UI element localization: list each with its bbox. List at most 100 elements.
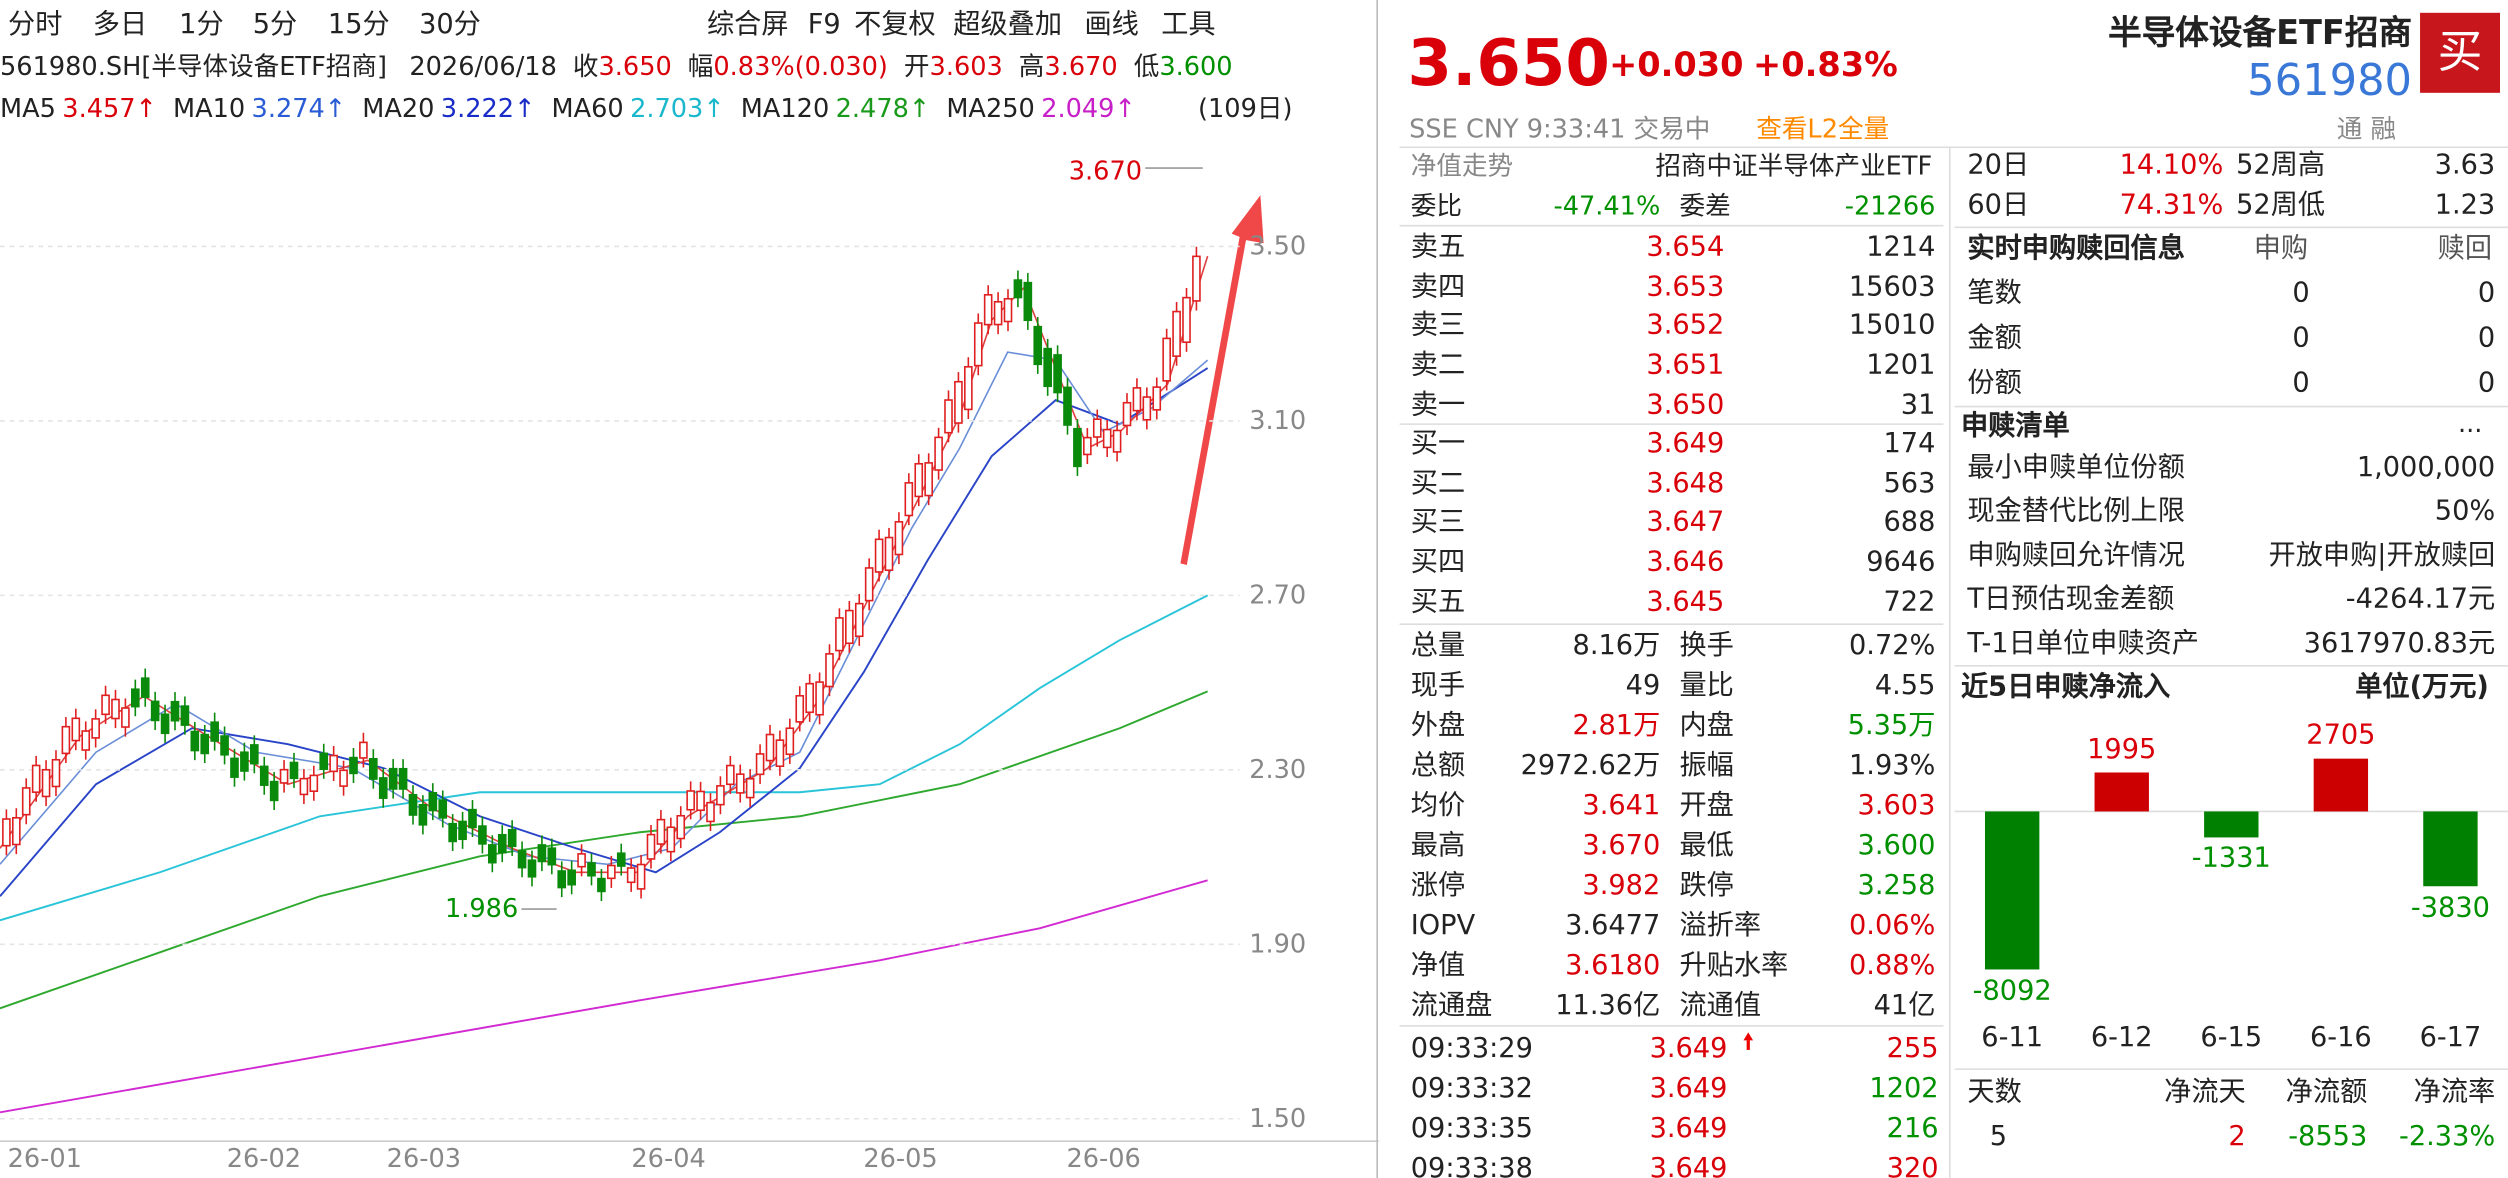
candle-body: [21, 787, 31, 816]
candle-body: [557, 870, 567, 889]
candle-body: [775, 739, 785, 768]
nav-link[interactable]: 净值走势: [1410, 150, 1514, 181]
candle-body: [488, 844, 497, 864]
stat-value: 3.641: [1582, 789, 1661, 822]
value: 14.10%: [2119, 149, 2224, 182]
flow-value-label: -1331: [2191, 843, 2271, 876]
up-arrow-stem: [1746, 1040, 1750, 1050]
range-label[interactable]: (109日): [1198, 92, 1293, 124]
level-price: 3.651: [1646, 349, 1725, 382]
stat-value: 3.600: [1857, 829, 1936, 862]
tool-button[interactable]: 画线: [1084, 8, 1139, 41]
unit-label: 单位(万元): [2355, 671, 2489, 704]
more-button[interactable]: ...: [2458, 408, 2483, 439]
cell: 5: [1989, 1121, 2008, 1154]
level-price: 3.646: [1646, 546, 1725, 579]
candle-body: [755, 753, 765, 776]
ma-name: MA250: [946, 92, 1035, 124]
tool-button[interactable]: 工具: [1161, 8, 1216, 41]
candle-body: [1132, 387, 1142, 412]
stat-label: 升贴水率: [1679, 949, 1789, 982]
candle-body: [884, 536, 894, 571]
flow-bar: [2313, 758, 2369, 812]
stat-label: 流通盘: [1410, 989, 1493, 1022]
buy-button[interactable]: 买: [2437, 25, 2483, 79]
label: 52周低: [2236, 189, 2326, 222]
stat-label: 流通值: [1679, 989, 1762, 1022]
candle-body: [111, 698, 120, 720]
candle-body: [944, 399, 953, 434]
tool-button[interactable]: 超级叠加: [953, 8, 1063, 41]
l2-link[interactable]: 查看L2全量: [1756, 113, 1890, 145]
period-tab[interactable]: 30分: [419, 8, 481, 41]
stat-label: 现手: [1410, 669, 1466, 702]
period-tab[interactable]: 5分: [252, 8, 298, 41]
value: 0: [2477, 277, 2496, 310]
candle-body: [259, 765, 269, 786]
level-label: 卖一: [1410, 389, 1466, 422]
candle-body: [240, 751, 249, 772]
value: -4264.17元: [2345, 583, 2496, 616]
value: 74.31%: [2119, 189, 2224, 222]
candle-body: [914, 462, 924, 498]
candle-body: [547, 847, 557, 866]
value: -47.41%: [1553, 190, 1661, 221]
tick-price: 3.649: [1649, 1073, 1728, 1106]
period-tab[interactable]: 多日: [92, 8, 148, 41]
level-price: 3.654: [1646, 231, 1725, 264]
candle-body: [874, 538, 884, 573]
flow-bar: [2423, 811, 2478, 887]
ma-name: MA5: [0, 92, 56, 124]
candle-body: [339, 769, 348, 787]
flow-value-label: -8092: [1972, 975, 2052, 1008]
tick-time: 09:33:38: [1410, 1153, 1533, 1178]
candle-body: [170, 700, 180, 722]
level-volume: 1214: [1866, 231, 1936, 264]
kline-chart: [0, 0, 1379, 1178]
tool-button[interactable]: 综合屏: [706, 8, 789, 41]
candle-body: [91, 718, 100, 739]
period-tab[interactable]: 15分: [327, 8, 390, 41]
tick-price: 3.649: [1649, 1153, 1728, 1178]
candle-body: [160, 713, 170, 735]
stat-label: 总量: [1410, 629, 1466, 662]
quote-label: 开: [903, 51, 930, 82]
x-tick-label: 6-15: [2200, 1021, 2263, 1054]
ma-name: MA60: [551, 92, 624, 124]
value: 3.63: [2434, 149, 2496, 182]
tool-button[interactable]: 不复权: [854, 8, 936, 41]
y-tick-label: 1.50: [1249, 1102, 1307, 1134]
level-price: 3.647: [1646, 507, 1725, 540]
candle-body: [676, 814, 686, 840]
level-volume: 174: [1883, 428, 1936, 461]
candle-body: [735, 773, 745, 794]
period-tab[interactable]: 分时: [7, 8, 63, 41]
quote-value: 3.670: [1044, 51, 1118, 82]
candle-body: [250, 744, 259, 765]
candle-body: [359, 741, 368, 759]
candle-body: [854, 602, 864, 638]
level-volume: 563: [1883, 467, 1936, 500]
period-tab[interactable]: 1分: [179, 8, 224, 41]
candle-body: [507, 828, 517, 848]
ma-name: MA120: [740, 92, 830, 124]
candle-body: [825, 653, 834, 688]
stat-label: 开盘: [1679, 789, 1734, 822]
level-volume: 1201: [1866, 349, 1936, 382]
tick-price: 3.649: [1649, 1113, 1728, 1146]
tool-button[interactable]: F9: [807, 8, 841, 41]
level-label: 买二: [1410, 467, 1466, 500]
candle-body: [587, 862, 596, 877]
candle-body: [626, 867, 636, 884]
x-tick-label: 26-02: [226, 1142, 302, 1174]
candle-body: [2, 818, 11, 847]
quote-label: 高: [1018, 51, 1045, 82]
flow-value-label: 1995: [2087, 733, 2157, 766]
value: 0: [2477, 322, 2496, 355]
candle-body: [121, 707, 130, 728]
candle-body: [478, 825, 487, 845]
candle-body: [973, 322, 983, 367]
tick-time: 09:33:32: [1410, 1073, 1533, 1106]
stat-label: 最低: [1679, 829, 1734, 862]
